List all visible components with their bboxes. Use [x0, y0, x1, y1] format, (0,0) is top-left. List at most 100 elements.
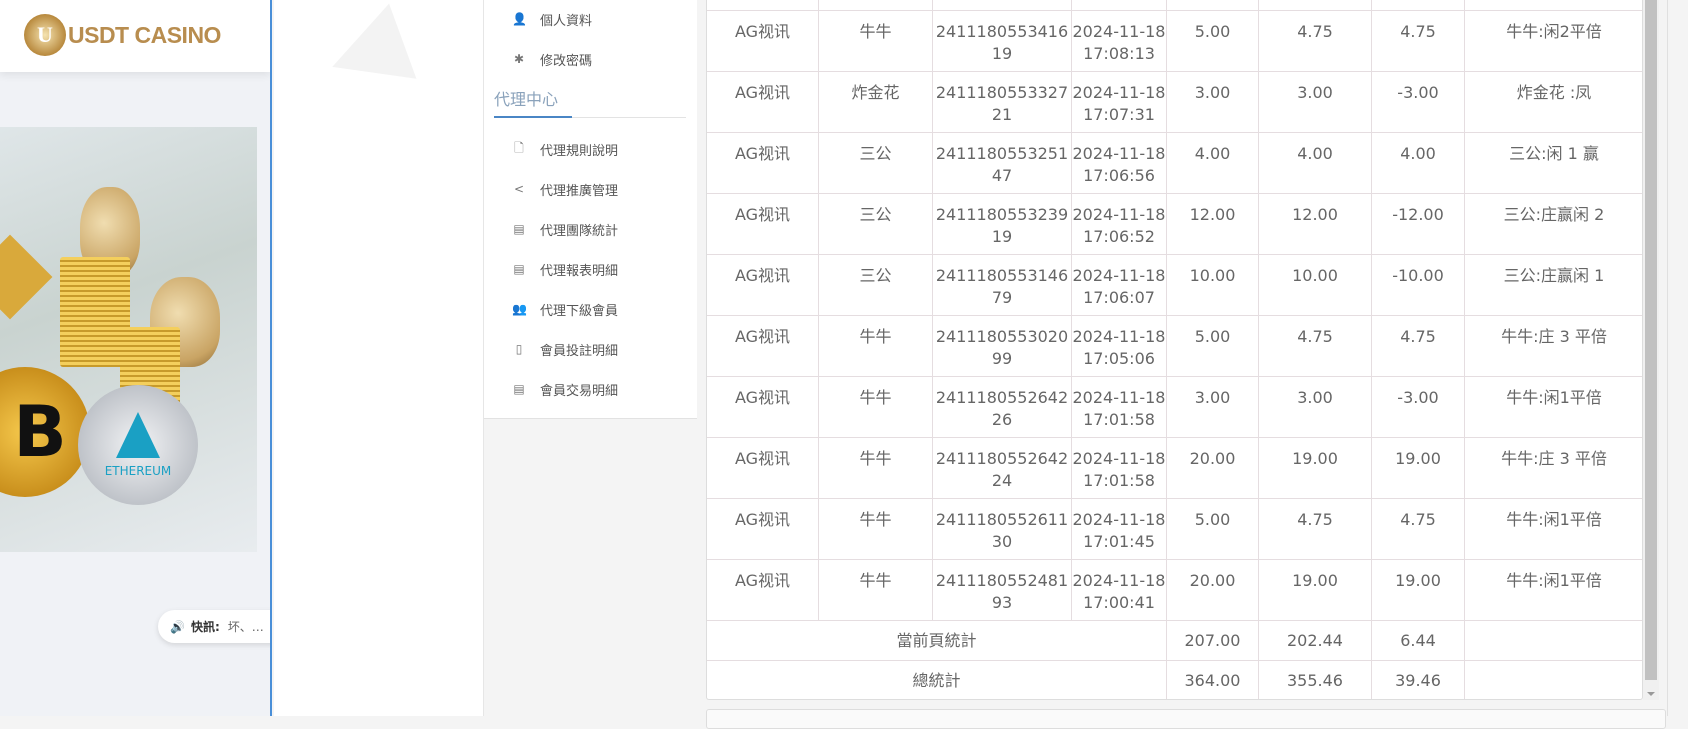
cell-win-loss: 19.00 — [1371, 559, 1465, 621]
ethereum-coin-icon: ETHEREUM — [78, 385, 198, 505]
cell-valid-amount: 12.00 — [1258, 193, 1372, 255]
logo-text: USDT CASINO — [68, 21, 221, 48]
cell-valid-amount: 19.00 — [1258, 559, 1372, 621]
cell-valid-amount: 4.75 — [1258, 498, 1372, 560]
cell-win-loss: 4.75 — [1371, 498, 1465, 560]
sidebar-item-agent-report[interactable]: ▤ 代理報表明細 — [512, 259, 618, 279]
cell-valid-amount: 19.00 — [1258, 437, 1372, 499]
cell-win-loss: 4.75 — [1371, 315, 1465, 377]
sidebar-item-label: 修改密碼 — [540, 53, 593, 69]
cell-bet-time: 2024-11-18 17:06:56 — [1071, 132, 1167, 194]
cell-bet-time: 2024-11-18 17:01:45 — [1071, 498, 1167, 560]
cell-bet-amount: 12.00 — [1166, 193, 1259, 255]
bet-records-table: AG视讯 牛牛 241118055341619 2024-11-18 17:08:13… — [706, 0, 1643, 700]
cell-bet-time: 2024-11-18 17:07:31 — [1071, 71, 1167, 133]
cell-game: 三公 — [818, 132, 933, 194]
summary-value: 39.46 — [1371, 660, 1465, 699]
summary-value: 207.00 — [1166, 620, 1259, 661]
news-ticker[interactable]: 🔊 快訊: 坏、… — [158, 610, 270, 643]
cell-bet-time: 2024-11-18 17:05:06 — [1071, 315, 1167, 377]
cell-bet-id: 241118055248193 — [932, 559, 1072, 621]
summary-value: 6.44 — [1371, 620, 1465, 661]
cell-bet-id: 241118055264224 — [932, 437, 1072, 499]
cell-result: 三公:闲 1 赢 — [1464, 132, 1642, 194]
cell-win-loss: -10.00 — [1371, 254, 1465, 316]
summary-value: 202.44 — [1258, 620, 1372, 661]
speaker-icon: 🔊 — [170, 619, 185, 634]
sidebar-item-label: 會員交易明細 — [540, 383, 619, 399]
cell-game: 牛牛 — [818, 10, 933, 72]
table-row: AG视讯 牛牛 241118055302099 2024-11-18 17:05:06… — [707, 315, 1642, 377]
sidebar-item-label: 個人資料 — [540, 13, 593, 29]
sidebar-item-label: 代理規則說明 — [540, 143, 619, 159]
book-icon: ▤ — [513, 222, 525, 236]
cell-valid-amount: 10.00 — [1258, 254, 1372, 316]
cell-win-loss: 19.00 — [1371, 437, 1465, 499]
cell-platform: AG视讯 — [707, 254, 819, 316]
table-row: AG视讯 牛牛 241118055341619 2024-11-18 17:08:13… — [707, 10, 1642, 72]
blank-panel — [274, 0, 483, 716]
summary-row: 總統計 364.00 355.46 39.46 — [707, 660, 1642, 699]
file-icon: 🗋 — [514, 140, 524, 155]
cell-valid-amount: 4.75 — [1258, 315, 1372, 377]
cell-result: 牛牛:闲1平倍 — [1464, 376, 1642, 438]
cell-bet-amount: 3.00 — [1166, 376, 1259, 438]
cell-bet-amount: 20.00 — [1166, 437, 1259, 499]
cell-bet-id: 241118055325147 — [932, 132, 1072, 194]
cell-bet-id: 241118055264226 — [932, 376, 1072, 438]
sidebar-item-label: 代理推廣管理 — [540, 183, 619, 199]
table-row: AG视讯 炸金花 241118055332721 2024-11-18 17:07:3… — [707, 71, 1642, 133]
logo[interactable]: U USDT CASINO — [24, 14, 221, 56]
sidebar-item-profile[interactable]: 👤 個人資料 — [512, 9, 592, 29]
sidebar-item-agent-promotion[interactable]: < 代理推廣管理 — [512, 179, 618, 199]
scrollbar-thumb[interactable] — [1645, 0, 1657, 680]
book-icon: ▤ — [513, 262, 525, 276]
cell-game: 三公 — [818, 254, 933, 316]
cell-win-loss: -3.00 — [1371, 71, 1465, 133]
cell-result: 牛牛:闲1平倍 — [1464, 498, 1642, 560]
cell-bet-amount: 5.00 — [1166, 10, 1259, 72]
share-icon: < — [513, 182, 525, 196]
cell-win-loss: 4.75 — [1371, 10, 1465, 72]
cell-bet-amount: 5.00 — [1166, 498, 1259, 560]
sidebar-item-member-bets[interactable]: ▯ 會員投註明細 — [512, 339, 618, 359]
cell-game: 牛牛 — [818, 559, 933, 621]
pagination-panel — [706, 709, 1666, 729]
summary-row: 當前頁統計 207.00 202.44 6.44 — [707, 620, 1642, 661]
summary-empty — [1464, 660, 1642, 699]
sidebar-item-change-password[interactable]: ✱ 修改密碼 — [512, 49, 592, 69]
cell-bet-id: 241118055323919 — [932, 193, 1072, 255]
scrollbar[interactable] — [1643, 0, 1659, 700]
sidebar-item-agent-members[interactable]: 👥 代理下級會員 — [512, 299, 618, 319]
cell-valid-amount: 3.00 — [1258, 71, 1372, 133]
cell-platform: AG视讯 — [707, 10, 819, 72]
sidebar-item-agent-team-stats[interactable]: ▤ 代理團隊統計 — [512, 219, 618, 239]
summary-value: 355.46 — [1258, 660, 1372, 699]
cell-platform: AG视讯 — [707, 376, 819, 438]
table-row: AG视讯 牛牛 241118055248193 2024-11-18 17:00:41… — [707, 559, 1642, 621]
cell-platform: AG视讯 — [707, 437, 819, 499]
cell-result: 炸金花 :凤 — [1464, 71, 1642, 133]
cell-result: 牛牛:庄 3 平倍 — [1464, 315, 1642, 377]
logo-coin-icon: U — [24, 14, 66, 56]
sidebar-item-label: 代理下級會員 — [540, 303, 619, 319]
cell-game: 牛牛 — [818, 376, 933, 438]
sidebar-item-agent-rules[interactable]: 🗋 代理規則說明 — [512, 139, 618, 159]
table-row: AG视讯 牛牛 241118055261130 2024-11-18 17:01:45… — [707, 498, 1642, 560]
table-row: AG视讯 牛牛 241118055264224 2024-11-18 17:01:58… — [707, 437, 1642, 499]
cell-valid-amount: 4.75 — [1258, 10, 1372, 72]
clipboard-icon: ▯ — [515, 342, 523, 356]
sidebar-item-label: 代理團隊統計 — [540, 223, 619, 239]
cell-win-loss: -3.00 — [1371, 376, 1465, 438]
section-divider — [494, 116, 686, 118]
cell-bet-time: 2024-11-18 17:00:41 — [1071, 559, 1167, 621]
cell-game: 牛牛 — [818, 315, 933, 377]
scroll-down-arrow-icon[interactable] — [1647, 692, 1655, 696]
cell-bet-amount: 4.00 — [1166, 132, 1259, 194]
cell-platform: AG视讯 — [707, 193, 819, 255]
gear-icon: ✱ — [513, 52, 525, 66]
cell-platform: AG视讯 — [707, 559, 819, 621]
sidebar-item-member-transactions[interactable]: ▤ 會員交易明細 — [512, 379, 618, 399]
cell-valid-amount: 4.00 — [1258, 132, 1372, 194]
news-text: 坏、… — [227, 620, 264, 634]
